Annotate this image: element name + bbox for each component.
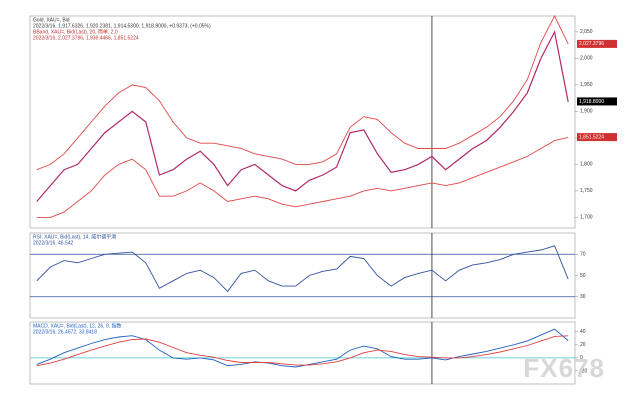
panel-subtitle: 2022/3/16, 46.542 [33,240,74,246]
series-line [36,30,569,202]
watermark: FX678 [523,353,605,383]
y-tick-label: 30 [580,294,586,300]
series-line [36,14,569,171]
y-tick-label: 1,800 [580,162,593,168]
y-tick-label: 2,000 [580,56,593,62]
series-line [36,328,569,368]
series-line [36,136,569,218]
panel-subtitle: 2022/3/16, 1,917.6326, 1,920.2381, 1,914… [33,23,211,29]
y-tick-label: 1,750 [580,188,593,194]
panel-band-subtitle: 2022/3/16, 2,027.3796, 1,936.4466, 1,851… [33,35,139,41]
y-tick-label: 1,900 [580,109,593,115]
price-tag-label: 2,027.3796 [579,41,604,47]
price-tag-label: 1,918.8000 [579,99,604,105]
panel-frame [29,321,576,385]
y-tick-label: 40 [580,329,586,335]
panel-title: RSI, XAU=, Bid(Last), 14, 威尔德平滑 [33,233,116,240]
y-tick-label: 50 [580,273,586,279]
y-tick-label: 1,700 [580,215,593,221]
price-tag [577,97,617,106]
y-tick-label: -20 [580,368,587,374]
y-tick-label: 20 [580,342,586,348]
panel-band-title: BBand, XAU=, Bid(Last), 20, 简单, 2.0 [33,28,118,35]
price-tag [577,39,617,48]
panel-subtitle: 2022/3/16, 26.4672, 33.8418 [33,329,97,335]
y-tick-label: 0 [580,355,583,361]
panel-title: MACD, XAU=, Bid(Last), 12, 26, 9, 指数 [33,322,122,329]
price-tag-label: 1,851.5224 [579,134,604,140]
y-tick-label: 70 [580,252,586,258]
y-tick-label: 2,050 [580,29,593,35]
series-line [36,245,569,293]
series-line [36,335,569,367]
panel-frame [29,15,576,229]
price-tag [577,133,617,142]
y-tick-label: 1,950 [580,82,593,88]
panel-title: Gold, XAU=, Bid [33,17,70,23]
